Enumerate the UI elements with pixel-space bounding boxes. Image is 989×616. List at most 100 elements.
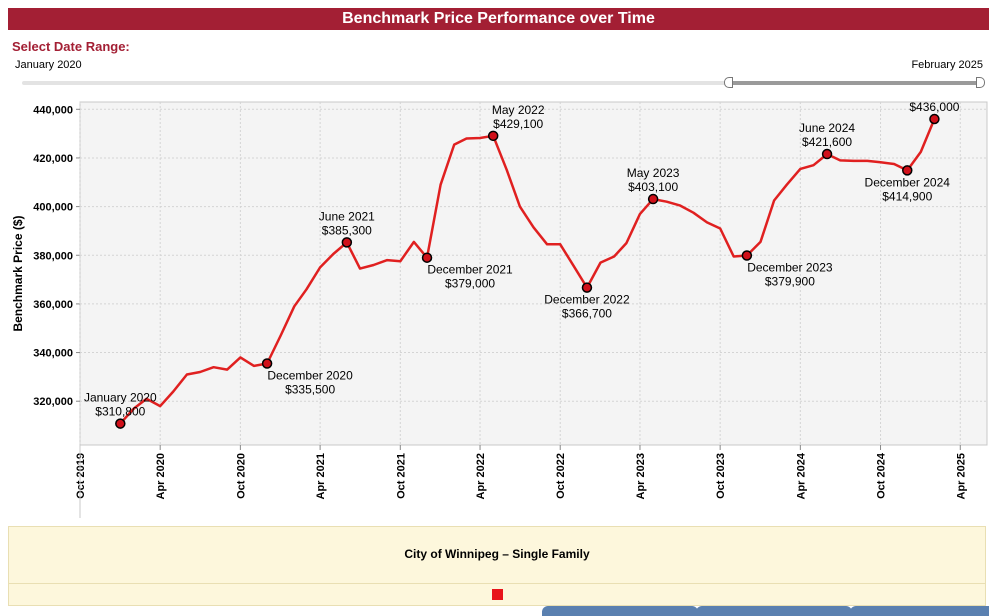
data-point[interactable]	[474, 132, 486, 144]
data-point[interactable]	[687, 207, 699, 219]
data-point[interactable]	[234, 351, 246, 363]
data-point[interactable]	[595, 257, 607, 269]
x-tick-label: Apr 2021	[315, 453, 327, 499]
data-point[interactable]	[381, 254, 393, 266]
data-point[interactable]	[568, 260, 580, 272]
data-point[interactable]	[194, 366, 206, 378]
annotation-marker[interactable]	[489, 131, 498, 140]
annotation-date: June 2024	[799, 121, 855, 135]
annotation-value: $436,000	[909, 100, 959, 114]
bottom-tab-1[interactable]	[542, 606, 698, 616]
data-point[interactable]	[915, 146, 927, 158]
annotation-date: December 2021	[427, 263, 513, 277]
data-point[interactable]	[541, 238, 553, 250]
x-tick-label: Apr 2024	[795, 452, 807, 499]
data-point[interactable]	[327, 248, 339, 260]
price-line-chart: 320,000340,000360,000380,000400,000420,0…	[8, 100, 989, 518]
annotation-date: May 2023	[627, 166, 680, 180]
annotation-value: $403,100	[628, 180, 678, 194]
data-point[interactable]	[848, 155, 860, 167]
annotation-marker[interactable]	[263, 359, 272, 368]
data-point[interactable]	[514, 201, 526, 213]
data-point[interactable]	[368, 259, 380, 271]
annotation-date: January 2020	[84, 391, 157, 405]
data-point[interactable]	[394, 255, 406, 267]
data-point[interactable]	[807, 159, 819, 171]
data-point[interactable]	[167, 385, 179, 397]
data-point[interactable]	[754, 236, 766, 248]
plot-background	[80, 102, 987, 445]
data-point[interactable]	[460, 132, 472, 144]
annotation-date: December 2020	[267, 369, 353, 383]
date-range-end-handle[interactable]	[976, 77, 985, 88]
data-point[interactable]	[728, 250, 740, 262]
data-point[interactable]	[620, 237, 632, 249]
data-point[interactable]	[221, 364, 233, 376]
annotation-value: $379,900	[765, 274, 815, 288]
annotation-value: $335,500	[285, 383, 335, 397]
annotation-marker[interactable]	[116, 419, 125, 428]
data-point[interactable]	[781, 179, 793, 191]
annotation-date: December 2022	[544, 293, 630, 307]
annotation-marker[interactable]	[342, 238, 351, 247]
x-tick-label: Apr 2023	[635, 453, 647, 499]
data-point[interactable]	[608, 250, 620, 262]
data-point[interactable]	[354, 263, 366, 275]
data-point[interactable]	[181, 368, 193, 380]
annotation-marker[interactable]	[742, 251, 751, 260]
data-point[interactable]	[888, 158, 900, 170]
x-tick-label: Oct 2021	[395, 453, 407, 499]
annotation-value: $366,700	[562, 307, 612, 321]
legend-swatch[interactable]	[492, 589, 503, 600]
x-tick-label: Oct 2023	[715, 453, 727, 499]
data-point[interactable]	[701, 216, 713, 228]
annotation-date: December 2023	[747, 260, 833, 274]
annotation-marker[interactable]	[423, 253, 432, 262]
chart-title-bar: Benchmark Price Performance over Time	[8, 8, 989, 30]
bottom-tab-2[interactable]	[696, 606, 852, 616]
x-tick-label: Oct 2022	[555, 453, 567, 499]
data-point[interactable]	[408, 236, 420, 248]
data-point[interactable]	[554, 238, 566, 250]
data-point[interactable]	[634, 208, 646, 220]
data-point[interactable]	[714, 222, 726, 234]
bottom-tab-3[interactable]	[850, 606, 989, 616]
data-point[interactable]	[861, 155, 873, 167]
data-point[interactable]	[301, 283, 313, 295]
annotation-date: May 2022	[492, 103, 545, 117]
data-point[interactable]	[435, 179, 447, 191]
y-tick-label: 340,000	[33, 348, 73, 360]
x-tick-label: Oct 2024	[876, 452, 888, 499]
y-tick-label: 320,000	[33, 396, 73, 408]
data-point[interactable]	[794, 163, 806, 175]
data-point[interactable]	[248, 360, 260, 372]
annotation-date: December 2024	[865, 175, 951, 189]
legend-title: City of Winnipeg – Single Family	[9, 547, 985, 561]
data-point[interactable]	[314, 261, 326, 273]
annotation-marker[interactable]	[903, 166, 912, 175]
data-point[interactable]	[834, 154, 846, 166]
date-range-start-handle[interactable]	[724, 77, 733, 88]
annotation-marker[interactable]	[823, 150, 832, 159]
y-axis-label: Benchmark Price ($)	[11, 215, 25, 331]
data-point[interactable]	[674, 199, 686, 211]
data-point[interactable]	[661, 196, 673, 208]
annotation-marker[interactable]	[649, 195, 658, 204]
date-range-end: February 2025	[911, 59, 983, 71]
data-point[interactable]	[288, 300, 300, 312]
date-range-start: January 2020	[15, 59, 82, 71]
data-point[interactable]	[208, 361, 220, 373]
data-point[interactable]	[275, 330, 287, 342]
data-point[interactable]	[501, 164, 513, 176]
x-tick-label: Apr 2022	[475, 453, 487, 499]
data-point[interactable]	[875, 156, 887, 168]
date-range-slider-selection[interactable]	[729, 81, 982, 85]
annotation-value: $310,800	[95, 405, 145, 419]
data-point[interactable]	[448, 139, 460, 151]
annotation-marker[interactable]	[582, 283, 591, 292]
x-tick-label: Apr 2025	[955, 453, 967, 499]
data-point[interactable]	[768, 195, 780, 207]
data-point[interactable]	[528, 221, 540, 233]
annotation-marker[interactable]	[930, 115, 939, 124]
